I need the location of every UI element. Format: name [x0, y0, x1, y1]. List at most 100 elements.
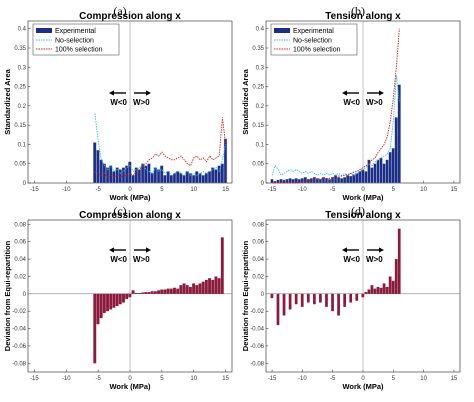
bar — [376, 159, 380, 184]
bar — [373, 163, 377, 184]
chart-title: Tension along x — [325, 210, 401, 221]
bar — [279, 178, 283, 184]
bar — [176, 288, 180, 294]
bar — [315, 178, 319, 184]
y-tick-label: -0.08 — [12, 361, 26, 367]
bar — [125, 293, 129, 300]
panel-2: (c)Compression along x -0.08 -0.06 -0.04 -0.… — [3, 204, 233, 391]
x-tick-label: 10 — [190, 187, 197, 193]
y-tick-label: 0.2 — [18, 104, 27, 110]
bar — [388, 151, 392, 184]
bar — [214, 276, 218, 294]
bar — [367, 159, 371, 184]
bar — [367, 289, 371, 294]
x-tick-label: 0 — [128, 187, 132, 193]
y-tick-label: 0.25 — [14, 85, 26, 91]
bar — [192, 283, 196, 294]
bar — [321, 177, 325, 184]
bar — [144, 292, 148, 294]
bar — [306, 293, 310, 303]
bar — [220, 237, 224, 294]
bar — [358, 171, 362, 184]
bar — [118, 293, 122, 305]
x-tick-label: 0 — [128, 376, 132, 382]
bar — [96, 150, 100, 184]
bar — [179, 173, 183, 184]
left-arrow-icon — [109, 90, 114, 96]
bar — [169, 288, 173, 294]
bar — [156, 169, 161, 184]
bar — [391, 148, 395, 184]
y-tick-label: -0.02 — [12, 309, 26, 315]
bar — [160, 289, 164, 294]
bar — [285, 178, 289, 184]
bar — [382, 163, 386, 184]
y-tick-label: 0.1 — [256, 142, 265, 148]
right-arrow-icon — [146, 247, 151, 253]
y-tick-label: 0.2 — [256, 104, 265, 110]
bar — [102, 293, 106, 313]
right-arrow-icon — [379, 247, 384, 253]
x-tick-label: 5 — [160, 187, 164, 193]
y-tick-label: 0.08 — [252, 222, 264, 228]
bar — [282, 179, 286, 184]
bar — [179, 285, 183, 294]
bar — [201, 175, 205, 184]
bar — [361, 169, 365, 184]
bar — [324, 178, 328, 184]
y-tick-label: 0.15 — [252, 123, 264, 129]
bar — [352, 174, 356, 184]
bar — [211, 279, 215, 294]
no-selection-line — [271, 74, 400, 176]
bar — [370, 167, 374, 184]
panel-letter: (a) — [113, 4, 126, 18]
full-selection-line — [94, 117, 227, 178]
bar — [115, 167, 119, 184]
bar — [276, 179, 280, 184]
bar — [337, 177, 341, 184]
bar — [217, 278, 221, 294]
y-tick-label: -0.02 — [250, 309, 264, 315]
bar — [169, 175, 173, 184]
bar — [270, 293, 274, 299]
chart-title: Tension along x — [325, 11, 401, 22]
y-tick-label: 0.06 — [252, 240, 264, 246]
bar — [147, 163, 151, 184]
bar — [331, 293, 334, 312]
bar — [96, 293, 100, 325]
bar — [150, 291, 154, 294]
bar — [370, 285, 374, 294]
left-arrow-icon — [342, 247, 347, 253]
bar — [109, 293, 113, 310]
bar — [109, 165, 113, 184]
x-axis-label: Work (MPa) — [342, 382, 384, 391]
y-tick-label: -0.06 — [12, 344, 26, 350]
legend-experimental-label: Experimental — [293, 28, 334, 35]
bar — [291, 178, 295, 184]
x-tick-label: -5 — [95, 187, 101, 193]
bar — [131, 290, 135, 294]
w-negative-label: W<0 — [343, 255, 360, 264]
bar — [270, 178, 274, 184]
bar — [379, 287, 383, 294]
bar — [153, 291, 157, 294]
bar — [379, 157, 383, 184]
bar — [192, 175, 196, 184]
bar — [188, 286, 192, 294]
bar — [376, 286, 380, 294]
w-negative-label: W<0 — [343, 98, 360, 107]
x-tick-label: 5 — [392, 376, 396, 382]
x-tick-label: 15 — [451, 187, 458, 193]
y-tick-label: 0 — [23, 292, 27, 298]
bar — [134, 167, 138, 184]
bar — [397, 228, 401, 294]
bar — [294, 293, 298, 305]
bar — [318, 178, 322, 184]
bar — [198, 173, 202, 184]
y-tick-label: 0.25 — [252, 85, 264, 91]
bar — [385, 159, 389, 184]
bar — [137, 292, 141, 294]
w-positive-label: W>0 — [366, 255, 383, 264]
w-negative-label: W<0 — [110, 255, 127, 264]
y-tick-label: 0.05 — [252, 162, 264, 168]
